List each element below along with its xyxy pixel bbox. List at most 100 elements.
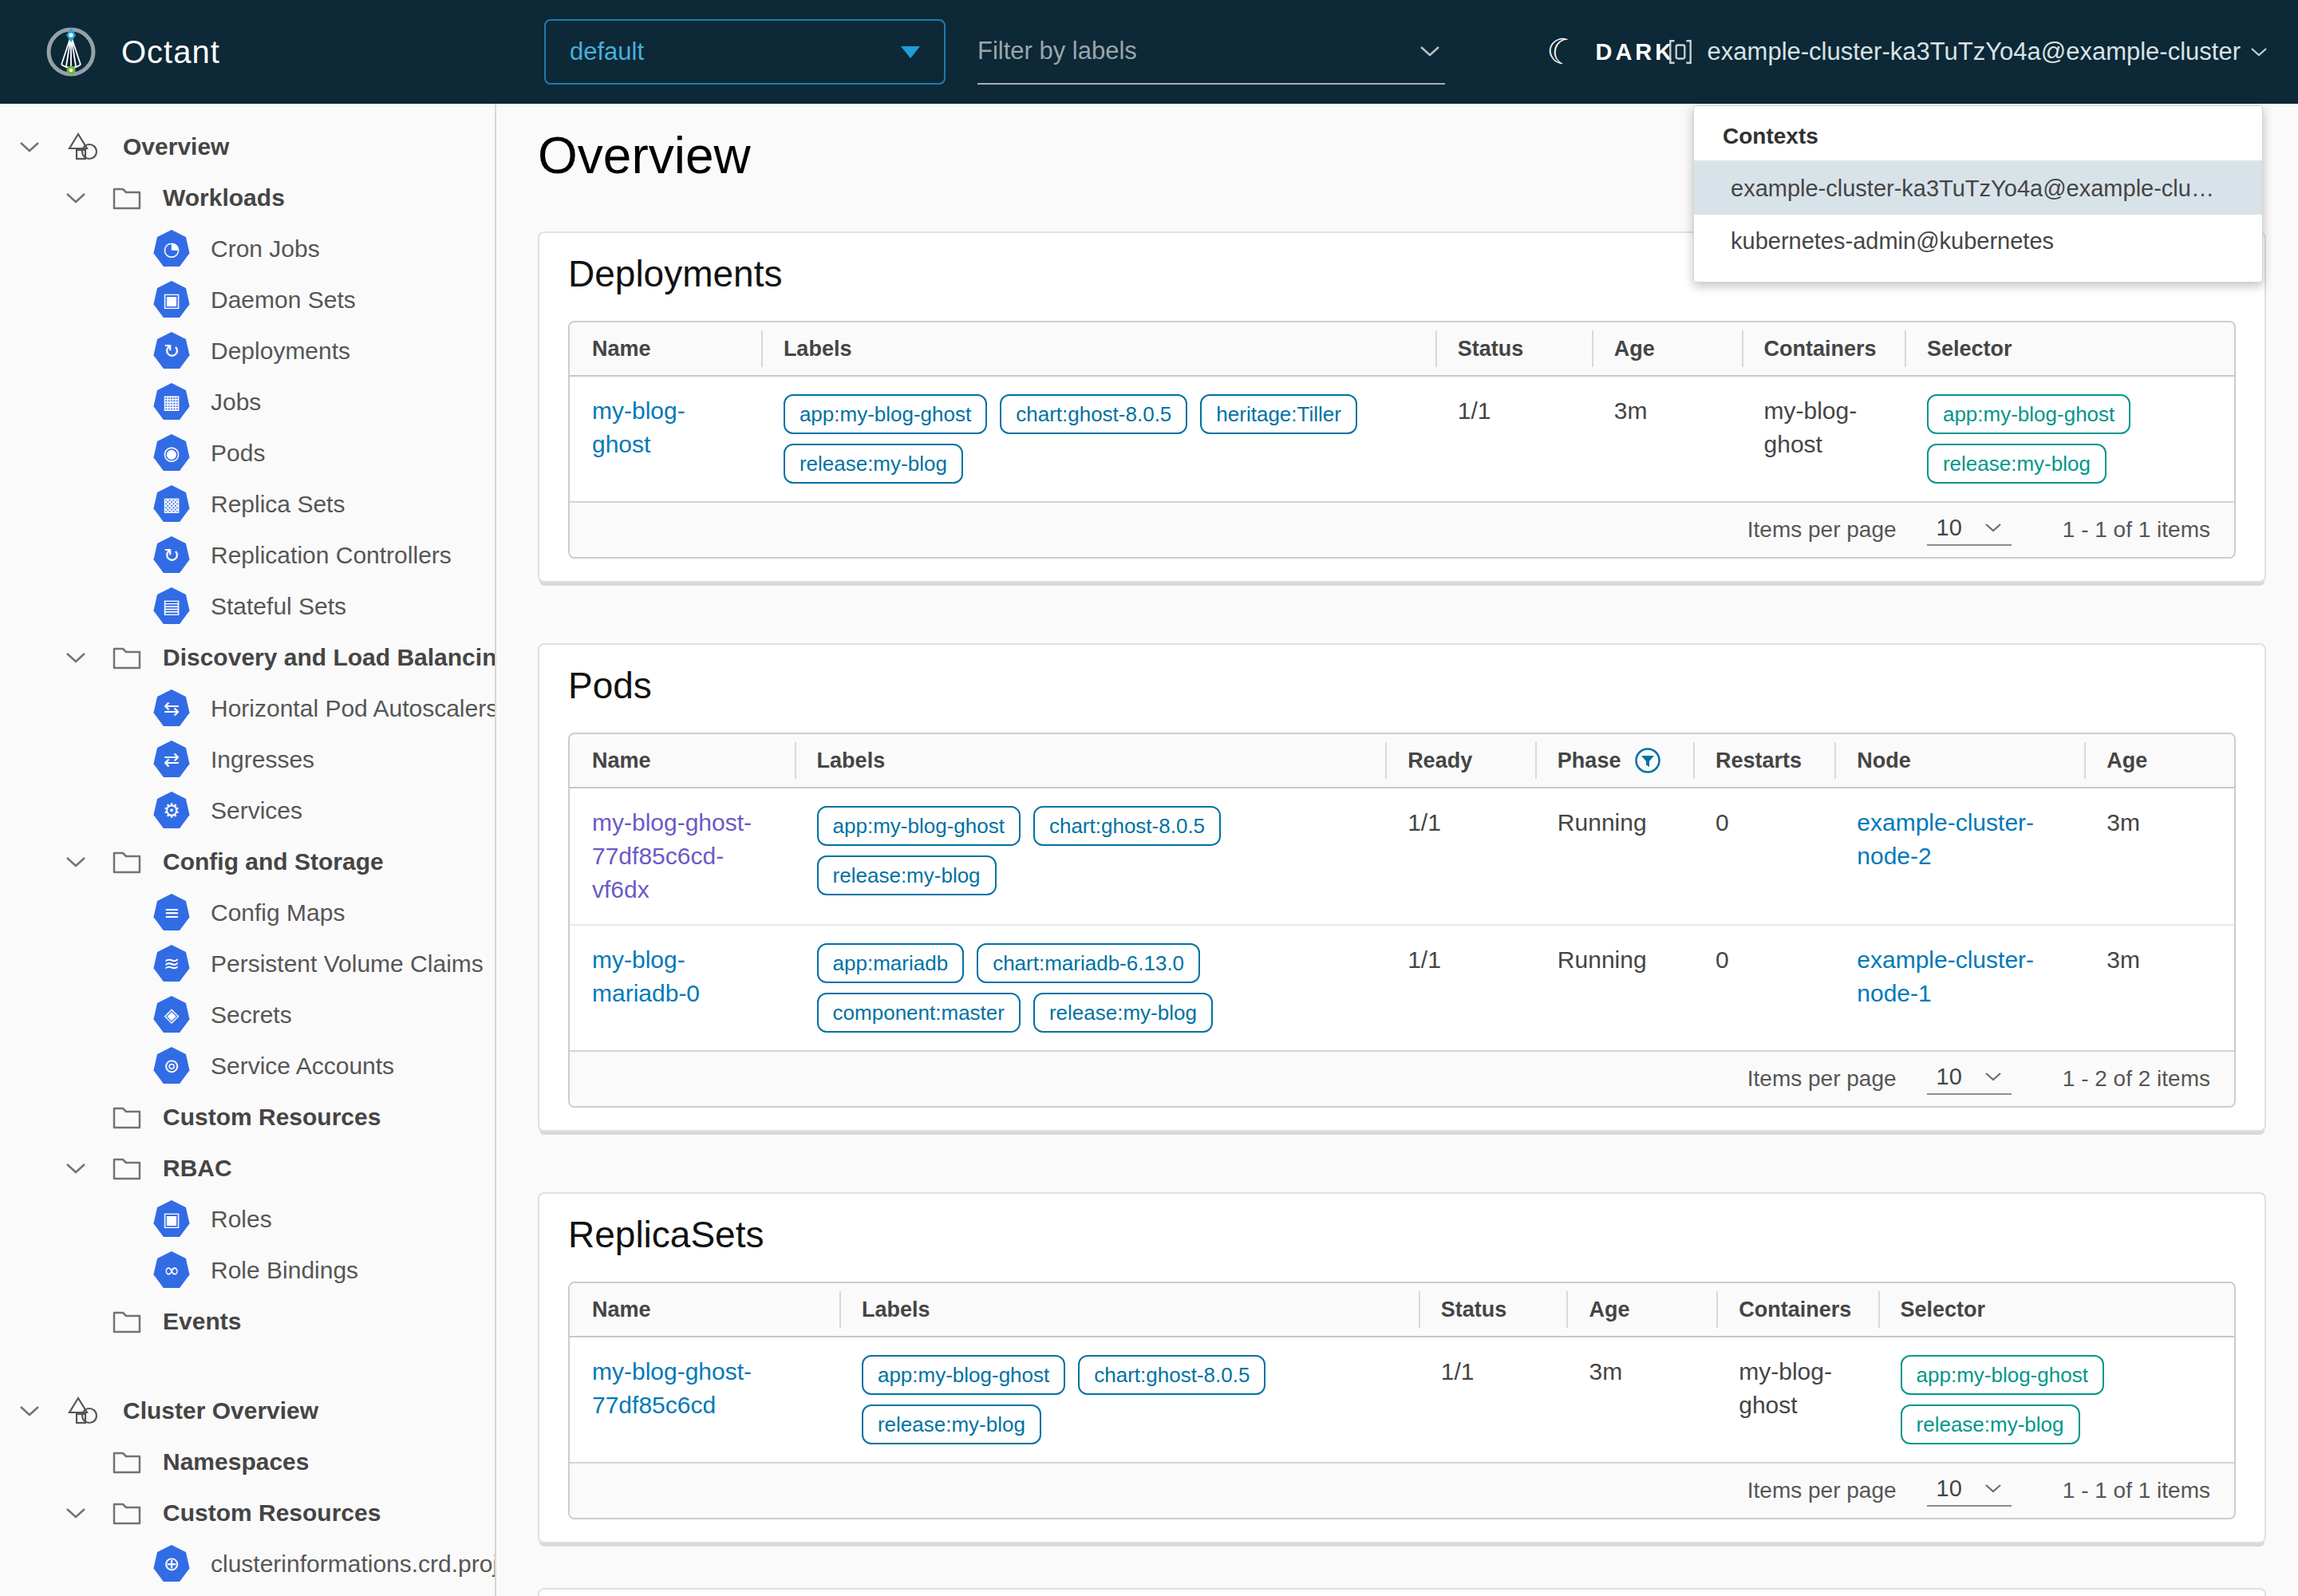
sidebar-item-overview[interactable]: Overview — [0, 121, 495, 172]
sidebar-item-namespaces[interactable]: Namespaces — [0, 1436, 495, 1487]
label-filter-input[interactable]: Filter by labels — [977, 19, 1445, 85]
replicasets-card-title: ReplicaSets — [568, 1213, 2236, 1256]
column-header-labels: Labels — [761, 322, 1435, 375]
page-size-select[interactable]: 10 — [1927, 1476, 2012, 1507]
context-menu-item-kubernetes-admin[interactable]: kubernetes-admin@kubernetes — [1694, 215, 2262, 267]
sidebar-item-role-bindings[interactable]: ∞ Role Bindings — [0, 1245, 495, 1296]
namespace-value: default — [570, 38, 644, 66]
sidebar-item-custom-resources[interactable]: Custom Resources — [0, 1092, 495, 1143]
cluster-icon — [1666, 38, 1695, 66]
folder-icon — [112, 185, 142, 211]
sidebar-item-deployments[interactable]: ↻ Deployments — [0, 326, 495, 377]
sidebar-item-cluster-custom-resources[interactable]: Custom Resources — [0, 1487, 495, 1539]
labels-cell: app:mariadb chart:mariadb-6.13.0 compone… — [817, 943, 1365, 1033]
column-header-labels: Labels — [795, 734, 1386, 787]
sidebar-item-secrets[interactable]: ◈ Secrets — [0, 990, 495, 1041]
chevron-down-icon[interactable] — [18, 1404, 41, 1417]
chevron-down-icon — [2250, 46, 2268, 57]
sidebar-item-replica-sets[interactable]: ▩ Replica Sets — [0, 479, 495, 530]
theme-toggle-label: DARK — [1595, 39, 1675, 65]
chevron-down-icon[interactable] — [1419, 45, 1440, 57]
label-tag: app:my-blog-ghost — [817, 806, 1021, 846]
sidebar-item-label: Config and Storage — [163, 848, 384, 875]
ready-cell: 1/1 — [1385, 943, 1535, 1033]
sidebar-item-stateful-sets[interactable]: ▤ Stateful Sets — [0, 581, 495, 632]
services-icon: ⚙ — [153, 792, 190, 830]
label-tag: release:my-blog — [817, 855, 997, 895]
sidebar-item-clusterinformations[interactable]: ⊕ clusterinformations.crd.projec — [0, 1539, 495, 1590]
sidebar-item-horizontal-pod-autoscalers[interactable]: ⇆ Horizontal Pod Autoscalers — [0, 683, 495, 734]
sidebar-item-label: Custom Resources — [163, 1104, 381, 1131]
column-header-name: Name — [570, 734, 795, 787]
pagination-range: 1 - 2 of 2 items — [2063, 1066, 2210, 1092]
contexts-dropdown-title: Contexts — [1694, 117, 2262, 162]
namespace-select[interactable]: default — [544, 19, 946, 85]
phase-cell: Running — [1535, 806, 1693, 907]
sidebar-item-services[interactable]: ⚙ Services — [0, 785, 495, 836]
sidebar-item-service-accounts[interactable]: ⊚ Service Accounts — [0, 1041, 495, 1092]
pod-link[interactable]: my-blog-ghost-77df85c6cd-vf6dx — [592, 809, 752, 903]
objects-icon — [65, 130, 102, 164]
chevron-down-icon[interactable] — [64, 1162, 88, 1175]
role-bindings-icon: ∞ — [153, 1251, 190, 1290]
sidebar-item-pods[interactable]: ◉ Pods — [0, 428, 495, 479]
sidebar-item-persistent-volume-claims[interactable]: ≋ Persistent Volume Claims — [0, 938, 495, 990]
sidebar-item-csidrivers[interactable]: ⊕ csidrivers.csi.storage.k8s.io — [0, 1590, 495, 1596]
label-tag: chart:mariadb-6.13.0 — [977, 943, 1200, 983]
chevron-down-icon[interactable] — [64, 651, 88, 664]
sidebar-item-workloads[interactable]: Workloads — [0, 172, 495, 223]
page-size-value: 10 — [1937, 1064, 1962, 1090]
folder-icon — [112, 1156, 142, 1181]
pod-link[interactable]: my-blog-mariadb-0 — [592, 946, 700, 1006]
items-per-page-label: Items per page — [1747, 1066, 1897, 1092]
context-menu-item-example-cluster[interactable]: example-cluster-ka3TuTzYo4a@example-clu… — [1694, 162, 2262, 215]
node-link[interactable]: example-cluster-node-1 — [1857, 946, 2034, 1006]
horizontal-pod-autoscalers-icon: ⇆ — [153, 689, 190, 728]
sidebar-item-config-and-storage[interactable]: Config and Storage — [0, 836, 495, 887]
column-header-age: Age — [2084, 734, 2234, 787]
sidebar-item-rbac[interactable]: RBAC — [0, 1143, 495, 1194]
replicaset-link[interactable]: my-blog-ghost-77df85c6cd — [592, 1358, 752, 1418]
items-per-page-label: Items per page — [1747, 517, 1897, 543]
table-header-row: Name Labels Status Age Containers Select… — [570, 322, 2234, 377]
chevron-down-icon — [1984, 523, 2002, 533]
ingresses-icon: ⇄ — [153, 741, 190, 779]
theme-toggle-button[interactable]: ☾ DARK — [1546, 0, 1675, 104]
sidebar-item-replication-controllers[interactable]: ↻ Replication Controllers — [0, 530, 495, 581]
table-pagination: Items per page 10 1 - 2 of 2 items — [570, 1050, 2234, 1106]
label-filter-placeholder: Filter by labels — [977, 37, 1137, 65]
context-selector-button[interactable]: example-cluster-ka3TuTzYo4a@example-clus… — [1666, 0, 2268, 104]
sidebar-item-discovery-and-load-balancing[interactable]: Discovery and Load Balancing — [0, 632, 495, 683]
page-size-select[interactable]: 10 — [1927, 515, 2012, 546]
octant-logo-icon — [45, 26, 97, 78]
sidebar-item-config-maps[interactable]: ≡ Config Maps — [0, 887, 495, 938]
sidebar-item-roles[interactable]: ▣ Roles — [0, 1194, 495, 1245]
chevron-down-icon[interactable] — [64, 192, 88, 204]
replication-controllers-icon: ↻ — [153, 536, 190, 575]
chevron-down-icon — [1984, 1483, 2002, 1494]
containers-cell: my-blog-ghost — [1742, 394, 1905, 484]
sidebar-item-label: clusterinformations.crd.projec — [211, 1551, 495, 1578]
selector-cell: app:my-blog-ghost release:my-blog — [1927, 394, 2213, 484]
deployment-link[interactable]: my-blog-ghost — [592, 397, 685, 457]
chevron-down-icon[interactable] — [18, 140, 41, 153]
stateful-sets-icon: ▤ — [153, 587, 190, 626]
sidebar-item-cron-jobs[interactable]: ◔ Cron Jobs — [0, 223, 495, 275]
page-size-select[interactable]: 10 — [1927, 1064, 2012, 1095]
sidebar-item-cluster-overview[interactable]: Cluster Overview — [0, 1385, 495, 1436]
sidebar-item-jobs[interactable]: ▦ Jobs — [0, 377, 495, 428]
node-link[interactable]: example-cluster-node-2 — [1857, 809, 2034, 869]
page-size-value: 10 — [1937, 515, 1962, 541]
chevron-down-icon[interactable] — [64, 1507, 88, 1519]
label-tag: app:mariadb — [817, 943, 965, 983]
sidebar-item-label: Horizontal Pod Autoscalers — [211, 695, 495, 722]
filter-icon[interactable] — [1633, 746, 1662, 775]
age-cell: 3m — [2084, 806, 2234, 907]
phase-header-label: Phase — [1558, 749, 1621, 773]
chevron-down-icon[interactable] — [64, 855, 88, 868]
sidebar-item-label: Deployments — [211, 338, 350, 365]
sidebar-item-ingresses[interactable]: ⇄ Ingresses — [0, 734, 495, 785]
replicasets-table: Name Labels Status Age Containers Select… — [568, 1282, 2236, 1519]
sidebar-item-events[interactable]: Events — [0, 1296, 495, 1347]
sidebar-item-daemon-sets[interactable]: ▣ Daemon Sets — [0, 275, 495, 326]
